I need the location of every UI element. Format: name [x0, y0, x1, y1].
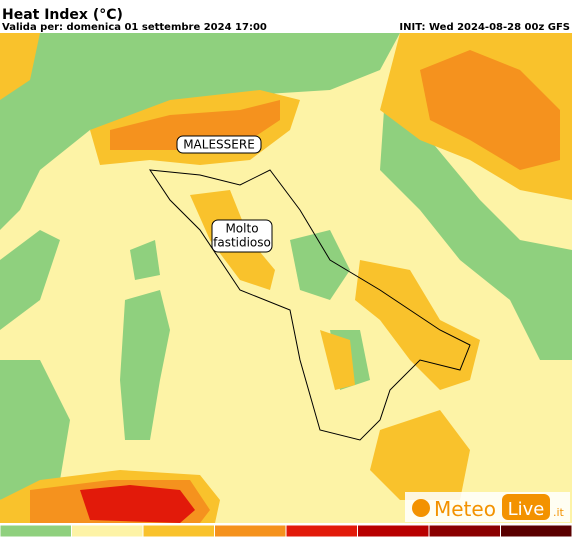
- colorbar-swatch: [142, 524, 215, 537]
- molto-label: Molto fastidioso: [211, 219, 273, 253]
- init-time: INIT: Wed 2024-08-28 00z GFS: [399, 22, 570, 33]
- label-text: MALESSERE: [183, 138, 255, 152]
- logo-meteo: Meteo: [434, 497, 496, 521]
- colorbar-swatch: [0, 524, 72, 537]
- colorbar-swatch: [214, 524, 287, 537]
- title: Heat Index (°C): [2, 7, 123, 23]
- valid-time: Valida per: domenica 01 settembre 2024 1…: [2, 22, 267, 33]
- colorbar-swatch: [357, 524, 430, 537]
- malessere-label: MALESSERE: [176, 135, 262, 154]
- colorbar-swatch: [285, 524, 358, 537]
- colorbar-swatch: [71, 524, 144, 537]
- colorbar-swatch: [500, 524, 572, 537]
- label-text: Molto: [225, 222, 258, 236]
- map: [0, 33, 572, 523]
- label-text: fastidioso: [213, 236, 271, 250]
- colorbar: [0, 524, 572, 537]
- colorbar-swatch: [428, 524, 501, 537]
- logo: Meteo Live .it: [405, 492, 570, 522]
- logo-tld: .it: [553, 506, 565, 519]
- logo-live: Live: [508, 499, 545, 520]
